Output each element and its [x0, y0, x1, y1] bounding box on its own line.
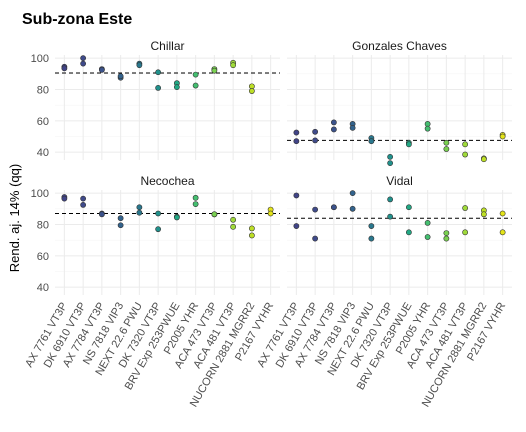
- chart-title: Sub-zona Este: [22, 11, 132, 28]
- data-point: [80, 55, 87, 62]
- data-point: [312, 137, 319, 144]
- data-point: [499, 229, 506, 236]
- data-point: [293, 192, 300, 199]
- data-point: [330, 119, 337, 126]
- data-point: [387, 196, 394, 203]
- data-point: [424, 125, 431, 132]
- data-point: [211, 211, 218, 218]
- data-point: [248, 232, 255, 239]
- data-point: [155, 226, 162, 233]
- data-point: [173, 84, 180, 91]
- data-point: [330, 204, 337, 211]
- data-point: [368, 223, 375, 229]
- data-point: [424, 234, 431, 240]
- panels-group: Chillar 40 60 80 100 Gonzales Chaves Necochea 4…: [31, 36, 512, 295]
- panel-strip: [287, 36, 512, 55]
- panel-chillar: Chillar 40 60 80 100: [31, 36, 280, 160]
- y-tick-label: 100: [31, 188, 49, 200]
- data-point: [61, 195, 68, 202]
- data-point: [136, 204, 143, 211]
- data-point: [462, 151, 469, 158]
- panel-strip: [55, 36, 280, 55]
- data-point: [173, 214, 180, 221]
- data-point: [293, 138, 300, 145]
- data-point: [80, 201, 87, 208]
- data-point: [349, 190, 356, 197]
- data-point: [387, 160, 394, 167]
- data-point: [98, 211, 105, 218]
- data-point: [230, 223, 237, 230]
- data-point: [405, 204, 412, 211]
- data-point: [136, 62, 143, 69]
- y-tick-label: 40: [37, 282, 49, 294]
- data-point: [211, 67, 218, 74]
- panel-necochea: Necochea 40 60 80 100: [31, 171, 280, 295]
- data-point: [443, 235, 450, 242]
- data-point: [424, 220, 431, 226]
- data-point: [312, 235, 319, 242]
- data-point: [405, 229, 412, 236]
- data-point: [230, 62, 237, 69]
- data-point: [248, 88, 255, 94]
- data-point: [61, 65, 68, 72]
- panel-strip-label: Vidal: [386, 174, 412, 188]
- data-point: [368, 138, 375, 145]
- data-point: [312, 206, 319, 213]
- data-point: [462, 229, 469, 236]
- data-point: [387, 153, 394, 160]
- data-point: [136, 209, 143, 216]
- data-point: [192, 82, 199, 89]
- data-point: [349, 205, 356, 212]
- data-point: [480, 211, 487, 218]
- y-tick-label: 60: [37, 116, 49, 128]
- data-point: [117, 222, 124, 229]
- data-point: [349, 124, 356, 131]
- data-point: [155, 85, 162, 91]
- data-point: [80, 195, 87, 202]
- panel-strip: [55, 171, 280, 190]
- data-point: [117, 215, 124, 222]
- panel-gonzales-chaves: Gonzales Chaves: [287, 36, 512, 167]
- data-point: [443, 139, 450, 146]
- data-point: [293, 223, 300, 229]
- panel-strip-label: Chillar: [150, 39, 184, 53]
- data-point: [98, 66, 105, 73]
- y-axis-title: Rend. aj. 14% (qq): [7, 164, 22, 272]
- data-point: [443, 146, 450, 152]
- data-point: [443, 230, 450, 236]
- data-point: [267, 210, 274, 217]
- y-tick-label: 40: [37, 147, 49, 159]
- data-point: [330, 126, 337, 133]
- panel-vidal: Vidal: [287, 171, 512, 295]
- data-point: [462, 141, 469, 148]
- data-point: [387, 213, 394, 220]
- data-point: [499, 210, 506, 217]
- data-point: [80, 60, 87, 67]
- y-tick-label: 60: [37, 251, 49, 263]
- data-point: [462, 205, 469, 211]
- data-point: [192, 194, 199, 201]
- panel-strip-label: Gonzales Chaves: [352, 39, 447, 53]
- data-point: [117, 73, 124, 80]
- data-point: [192, 201, 199, 208]
- data-point: [248, 225, 255, 232]
- panel-strip: [287, 171, 512, 190]
- data-point: [368, 235, 375, 242]
- y-tick-label: 80: [37, 219, 49, 231]
- data-point: [192, 71, 199, 78]
- panel-strip-label: Necochea: [140, 174, 194, 188]
- data-point: [499, 133, 506, 140]
- data-point: [312, 128, 319, 135]
- data-point: [480, 156, 487, 163]
- data-point: [230, 216, 237, 223]
- y-tick-label: 80: [37, 84, 49, 96]
- data-point: [155, 210, 162, 217]
- y-tick-label: 100: [31, 53, 49, 65]
- data-point: [293, 129, 300, 136]
- data-point: [155, 69, 162, 76]
- data-point: [405, 141, 412, 148]
